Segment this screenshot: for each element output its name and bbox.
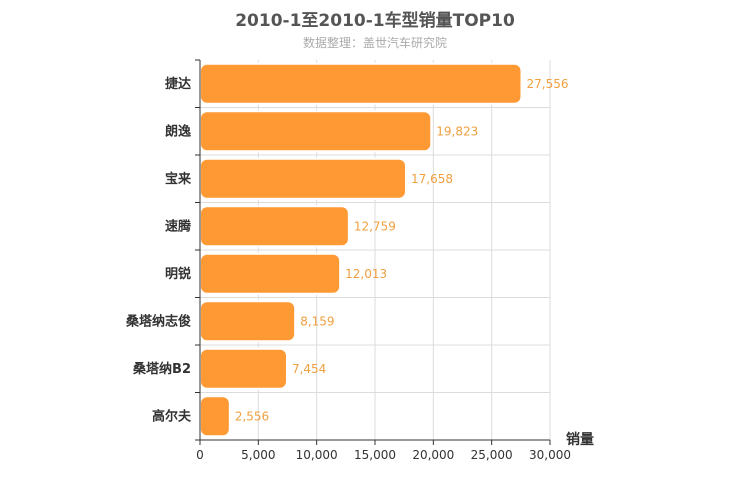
category-label: 高尔夫: [152, 408, 192, 424]
bar: [199, 347, 288, 390]
bars: [199, 62, 523, 438]
bar: [199, 252, 342, 295]
x-tick-label: 30,000: [529, 448, 571, 462]
x-axis-title: 销量: [566, 431, 594, 448]
category-label: 宝来: [165, 171, 192, 187]
category-label: 速腾: [165, 218, 192, 234]
category-label: 桑塔纳B2: [132, 361, 191, 377]
data-label: 2,556: [235, 409, 269, 423]
chart-title: 2010-1至2010-1车型销量TOP10: [235, 11, 515, 31]
x-tick-labels: 0 5,000 10,000 15,000 20,000 25,000 30,000: [196, 448, 571, 462]
data-label: 8,159: [300, 314, 334, 328]
x-tick-label: 10,000: [296, 448, 338, 462]
x-tick-label: 0: [196, 448, 204, 462]
data-label: 17,658: [411, 172, 453, 186]
bar: [199, 62, 523, 105]
data-labels: 27,556 19,823 17,658 12,759 12,013 8,159 7,454…: [235, 77, 569, 424]
data-label: 12,759: [354, 219, 396, 233]
bar: [199, 205, 350, 248]
category-label: 明锐: [165, 266, 191, 282]
category-label: 桑塔纳志俊: [125, 313, 191, 329]
data-label: 19,823: [436, 124, 478, 138]
chart-subtitle: 数据整理：盖世汽车研究院: [302, 36, 447, 50]
x-tick-label: 25,000: [471, 448, 513, 462]
data-label: 27,556: [526, 77, 568, 91]
category-label: 朗逸: [165, 123, 191, 139]
x-tick-label: 20,000: [412, 448, 454, 462]
x-tick-label: 15,000: [354, 448, 396, 462]
bar: [199, 157, 408, 200]
category-label: 捷达: [165, 76, 191, 92]
bar: [199, 395, 231, 438]
x-tick-label: 5,000: [241, 448, 275, 462]
bar: [199, 300, 297, 343]
data-label: 12,013: [345, 267, 387, 281]
bar: [199, 110, 433, 153]
axes: [195, 59, 551, 445]
data-label: 7,454: [292, 362, 326, 376]
